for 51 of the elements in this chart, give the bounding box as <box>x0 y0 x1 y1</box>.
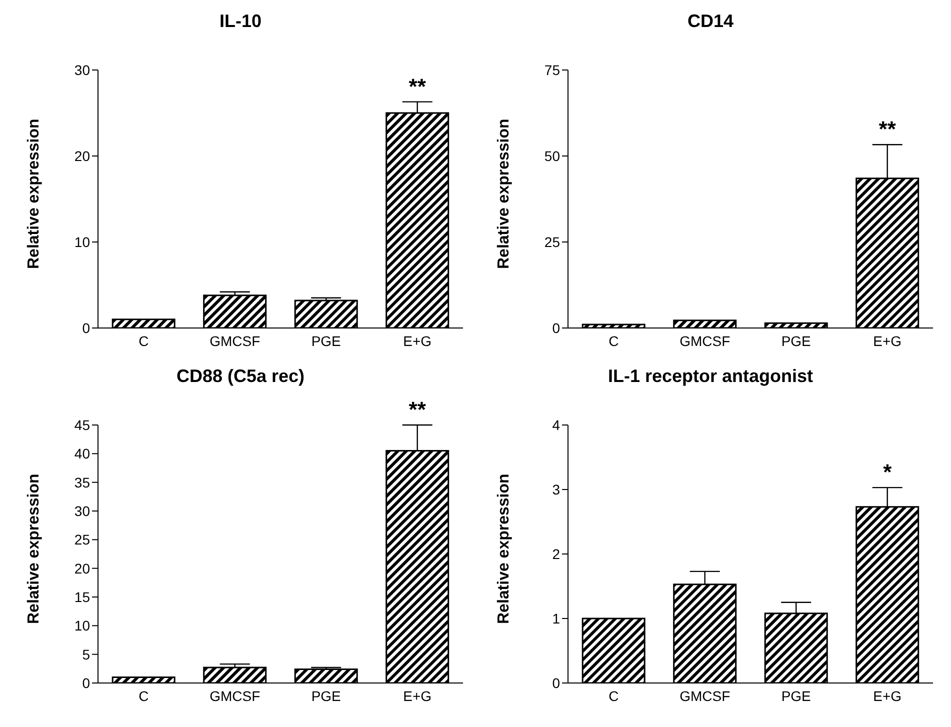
y-tick-label: 0 <box>552 674 560 691</box>
y-tick-label: 75 <box>544 62 560 78</box>
x-tick-label: GMCSF <box>210 688 260 704</box>
y-tick-label: 35 <box>74 474 90 490</box>
y-axis-title: Relative expression <box>496 118 513 269</box>
x-tick-label: PGE <box>311 332 341 349</box>
y-tick-label: 0 <box>552 320 560 336</box>
x-tick-label: GMCSF <box>210 332 260 349</box>
annotation: ** <box>408 74 426 99</box>
y-tick-label: 40 <box>74 446 90 462</box>
y-tick-label: 20 <box>74 560 90 576</box>
x-tick-label: GMCSF <box>680 688 730 704</box>
x-tick-label: E+G <box>873 688 902 704</box>
y-tick-label: 10 <box>74 618 90 634</box>
x-tick-label: C <box>608 688 619 704</box>
y-tick-label: 0 <box>82 320 90 336</box>
x-tick-label: PGE <box>781 332 811 349</box>
chart-title: CD14 <box>686 10 735 33</box>
y-tick-label: 45 <box>74 416 90 433</box>
y-tick-label: 30 <box>74 502 90 519</box>
x-tick-label: E+G <box>873 332 902 349</box>
chart-title: CD88 (C5a rec) <box>175 365 306 388</box>
x-tick-label: PGE <box>781 688 811 704</box>
x-tick-label: E+G <box>403 332 432 349</box>
x-tick-label: C <box>138 688 149 704</box>
y-tick-label: 0 <box>82 674 90 691</box>
x-tick-label: C <box>608 332 619 349</box>
y-tick-label: 10 <box>74 234 90 250</box>
y-tick-label: 20 <box>74 148 90 164</box>
y-axis-title: Relative expression <box>26 118 43 269</box>
y-tick-label: 30 <box>74 62 90 78</box>
y-tick-label: 50 <box>544 148 560 164</box>
y-tick-label: 15 <box>74 588 90 605</box>
y-axis-title: Relative expression <box>26 474 43 624</box>
x-tick-label: C <box>138 332 149 349</box>
chart-title: IL-10 <box>218 10 262 33</box>
text: ** <box>408 397 426 422</box>
y-tick-label: 1 <box>552 610 560 626</box>
y-tick-label: 25 <box>74 532 90 548</box>
y-tick-label: 3 <box>552 481 560 498</box>
y-tick-label: 5 <box>82 646 90 662</box>
x-tick-label: PGE <box>311 688 341 704</box>
annotation: * <box>883 460 892 485</box>
x-tick-label: GMCSF <box>680 332 730 349</box>
y-axis-title: Relative expression <box>496 474 513 624</box>
y-tick-label: 2 <box>552 546 560 562</box>
annotation: ** <box>878 116 896 142</box>
y-tick-label: 25 <box>544 234 560 250</box>
chart-title: IL-1 receptor antagonist <box>606 365 814 388</box>
x-tick-label: E+G <box>403 688 432 704</box>
y-tick-label: 4 <box>552 416 560 433</box>
